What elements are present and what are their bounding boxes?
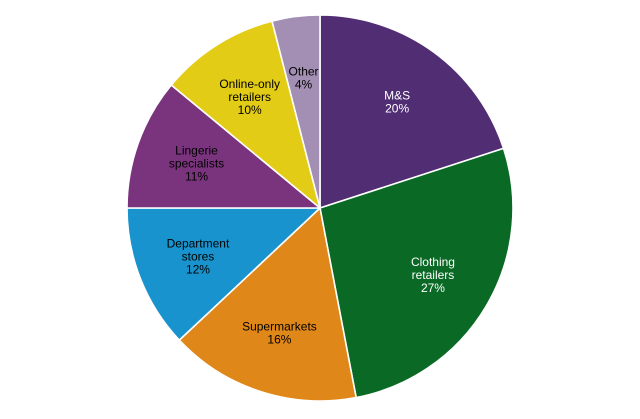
pie-slice-lingerie-specialists [126, 84, 321, 209]
slice-name-label: Lingerie [175, 144, 218, 158]
slice-label-clothing-retailers: Clothing retailers 27% [411, 255, 455, 295]
pie-slice-other [271, 14, 321, 209]
slice-label-supermarkets: Supermarkets 16% [242, 319, 317, 346]
slice-name-label: Supermarkets [242, 319, 317, 333]
slice-value-label: 12% [186, 262, 210, 276]
slice-label-other: Other 4% [289, 64, 319, 91]
labels-layer: M&S 20%Clothing retailers 27%Supermarkets 16… [167, 64, 455, 346]
slice-value-label: 27% [421, 281, 445, 295]
slice-name-label: retailers [412, 268, 455, 282]
pie-slice-supermarkets [178, 207, 357, 402]
slice-value-label: 16% [267, 332, 291, 346]
pie-slice-department-stores [126, 207, 321, 341]
slice-name-label: Other [289, 64, 319, 78]
slice-value-label: 10% [238, 103, 262, 117]
slice-name-label: stores [182, 249, 215, 263]
pie-slice-clothing-retailers [319, 147, 514, 399]
pie-slice-m-s [319, 14, 505, 209]
slice-label-online-only-retailers: Online-only retailers 10% [219, 77, 280, 117]
slice-label-department-stores: Department stores 12% [167, 236, 230, 276]
slice-name-label: M&S [384, 88, 410, 102]
slice-value-label: 11% [185, 170, 208, 184]
slice-name-label: Department [167, 236, 230, 250]
slice-name-label: retailers [228, 90, 271, 104]
slice-label-lingerie-specialists: Lingerie specialists 11% [169, 144, 224, 184]
slice-value-label: 20% [385, 101, 409, 115]
pie-slice-online-only-retailers [170, 20, 321, 209]
slice-name-label: Clothing [411, 255, 455, 269]
slices-layer [126, 14, 514, 402]
slice-label-m-s: M&S 20% [384, 88, 410, 115]
slice-name-label: specialists [169, 157, 224, 171]
slice-name-label: Online-only [219, 77, 280, 91]
slice-value-label: 4% [295, 77, 313, 91]
